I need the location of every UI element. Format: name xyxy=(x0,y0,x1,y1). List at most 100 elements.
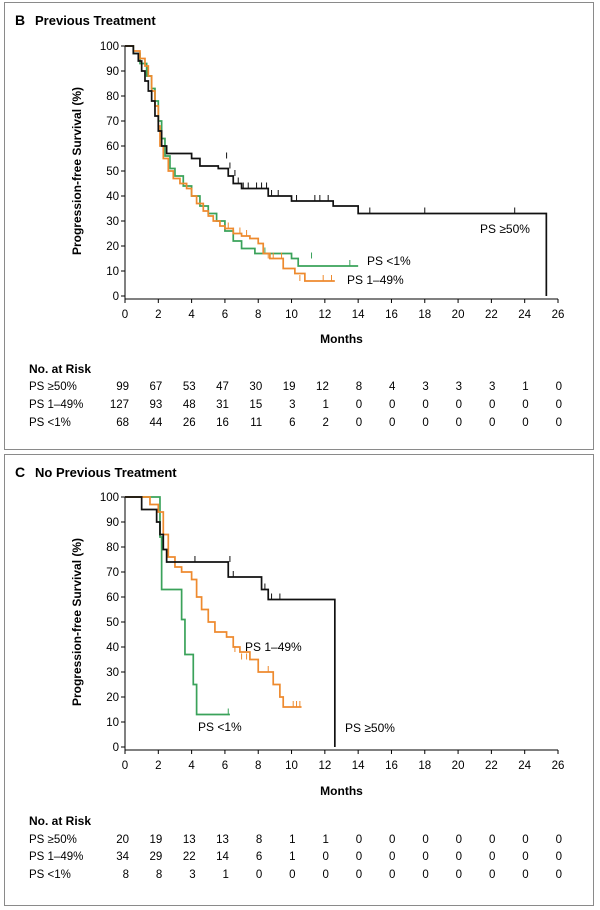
chart-b-y-tick-label: 50 xyxy=(106,166,119,178)
chart-b-x-tick-label: 24 xyxy=(518,309,531,321)
chart-b-x-tick-label: 0 xyxy=(122,309,128,321)
chart-b-x-tick-label: 12 xyxy=(318,309,331,321)
chart-b-y-tick-label: 10 xyxy=(106,266,119,278)
chart-b-risk-value: 68 xyxy=(116,417,129,429)
chart-b-x-tick-label: 14 xyxy=(352,309,365,321)
chart-c-x-tick-label: 22 xyxy=(485,760,498,772)
chart-c-risk-value: 0 xyxy=(556,834,562,846)
chart-b-risk-value: 2 xyxy=(322,417,328,429)
chart-b-x-tick-label: 16 xyxy=(385,309,398,321)
chart-b-y-axis-title: Progression-free Survival (%) xyxy=(70,87,84,255)
chart-c-risk-value: 29 xyxy=(150,851,163,863)
chart-c-risk-value: 0 xyxy=(522,851,528,863)
chart-c-x-axis-title: Months xyxy=(320,784,363,798)
chart-c-risk-value: 14 xyxy=(216,851,229,863)
chart-b-y-tick-label: 60 xyxy=(106,141,119,153)
chart-c-risk-row-label: PS <1% xyxy=(29,869,71,881)
chart-c-x-tick-label: 18 xyxy=(418,760,431,772)
chart-b-risk-value: 3 xyxy=(456,381,462,393)
chart-c-risk-value: 1 xyxy=(322,834,328,846)
chart-b-y-tick-label: 90 xyxy=(106,66,119,78)
km-chart-no-previous-treatment: C No Previous Treatment010203040506070809… xyxy=(15,464,565,881)
chart-c-series-ps1-line xyxy=(125,496,230,716)
chart-c-y-tick-label: 10 xyxy=(106,717,119,729)
chart-b-label-ps1: PS <1% xyxy=(367,254,411,268)
chart-b-risk-value: 53 xyxy=(183,381,196,393)
chart-b-series-ps50-line xyxy=(125,45,548,296)
chart-b-risk-value: 19 xyxy=(283,381,296,393)
chart-b-x-axis-title: Months xyxy=(320,332,363,346)
chart-c-risk-value: 0 xyxy=(522,869,528,881)
chart-c-risk-value: 0 xyxy=(289,869,295,881)
chart-c-y-tick-label: 70 xyxy=(106,567,119,579)
chart-c-risk-value: 8 xyxy=(256,834,262,846)
chart-b-risk-value: 15 xyxy=(249,399,262,411)
chart-b-x-tick-label: 26 xyxy=(552,309,565,321)
chart-b-title: Previous Treatment xyxy=(35,13,156,28)
chart-b-risk-value: 3 xyxy=(422,381,428,393)
chart-c-risk-value: 19 xyxy=(150,834,163,846)
chart-c-series-ps149-line xyxy=(125,496,302,708)
chart-c-y-tick-label: 50 xyxy=(106,617,119,629)
chart-c-y-tick-label: 80 xyxy=(106,542,119,554)
chart-b-risk-value: 0 xyxy=(522,399,528,411)
km-chart-previous-treatment: B Previous Treatment010203040506070809010… xyxy=(15,12,565,429)
chart-c-title: No Previous Treatment xyxy=(35,465,177,480)
chart-b-risk-value: 0 xyxy=(389,399,395,411)
chart-b-risk-table-title: No. at Risk xyxy=(29,362,91,376)
chart-c-risk-value: 6 xyxy=(256,851,262,863)
chart-c-y-tick-label: 90 xyxy=(106,517,119,529)
chart-c-x-tick-label: 6 xyxy=(222,760,228,772)
chart-c-y-tick-label: 100 xyxy=(100,492,119,504)
chart-c-x-tick-label: 0 xyxy=(122,760,128,772)
chart-c-risk-value: 0 xyxy=(489,869,495,881)
chart-b-risk-row-label: PS ≥50% xyxy=(29,381,77,393)
chart-b-risk-value: 0 xyxy=(422,399,428,411)
chart-b-risk-value: 0 xyxy=(489,399,495,411)
chart-b-panel-letter: B xyxy=(15,12,25,28)
chart-c-label-ps149: PS 1–49% xyxy=(245,640,302,654)
chart-c-risk-value: 0 xyxy=(422,869,428,881)
chart-c-x-tick-label: 24 xyxy=(518,760,531,772)
chart-b-x-tick-label: 20 xyxy=(452,309,465,321)
chart-c-risk-value: 0 xyxy=(489,834,495,846)
chart-b-risk-value: 0 xyxy=(356,417,362,429)
chart-c-risk-value: 0 xyxy=(256,869,262,881)
chart-c-x-tick-label: 4 xyxy=(188,760,195,772)
chart-b-risk-value: 8 xyxy=(356,381,362,393)
panel-no-previous-treatment: C No Previous Treatment 0 10 20 30 40 50 60 70 80 9… xyxy=(4,454,594,906)
chart-b-risk-value: 48 xyxy=(183,399,196,411)
chart-b-risk-value: 6 xyxy=(289,417,295,429)
chart-b-x-tick-label: 8 xyxy=(255,309,261,321)
chart-b-risk-value: 12 xyxy=(316,381,329,393)
chart-b-risk-row-label: PS <1% xyxy=(29,417,71,429)
chart-b-x-tick-label: 2 xyxy=(155,309,161,321)
chart-c-panel-letter: C xyxy=(15,464,25,480)
chart-c-risk-value: 8 xyxy=(123,869,129,881)
chart-b-risk-value: 4 xyxy=(389,381,396,393)
chart-b-y-tick-label: 0 xyxy=(113,291,119,303)
chart-c-y-axis-title: Progression-free Survival (%) xyxy=(70,538,84,706)
chart-c-risk-value: 13 xyxy=(183,834,196,846)
chart-c-x-tick-label: 10 xyxy=(285,760,298,772)
chart-c-risk-value: 0 xyxy=(489,851,495,863)
chart-b-risk-value: 127 xyxy=(110,399,129,411)
chart-c-series-ps50-line xyxy=(125,496,336,747)
chart-b-risk-value: 0 xyxy=(556,417,562,429)
chart-b-risk-value: 16 xyxy=(216,417,229,429)
chart-c-risk-value: 3 xyxy=(189,869,195,881)
chart-c-risk-value: 0 xyxy=(322,851,328,863)
chart-c-risk-value: 0 xyxy=(422,834,428,846)
chart-c-x-tick-label: 8 xyxy=(255,760,261,772)
chart-c-y-tick-label: 30 xyxy=(106,667,119,679)
chart-b-risk-value: 1 xyxy=(322,399,328,411)
chart-b-risk-value: 99 xyxy=(116,381,129,393)
chart-c-x-tick-label: 16 xyxy=(385,760,398,772)
chart-c-risk-value: 0 xyxy=(456,834,462,846)
chart-b-risk-value: 26 xyxy=(183,417,196,429)
chart-c-risk-row-label: PS ≥50% xyxy=(29,834,77,846)
chart-b-y-tick-label: 70 xyxy=(106,116,119,128)
chart-b-label-ps149: PS 1–49% xyxy=(347,273,404,287)
chart-c-x-tick-label: 26 xyxy=(552,760,565,772)
chart-b-x-tick-label: 6 xyxy=(222,309,228,321)
